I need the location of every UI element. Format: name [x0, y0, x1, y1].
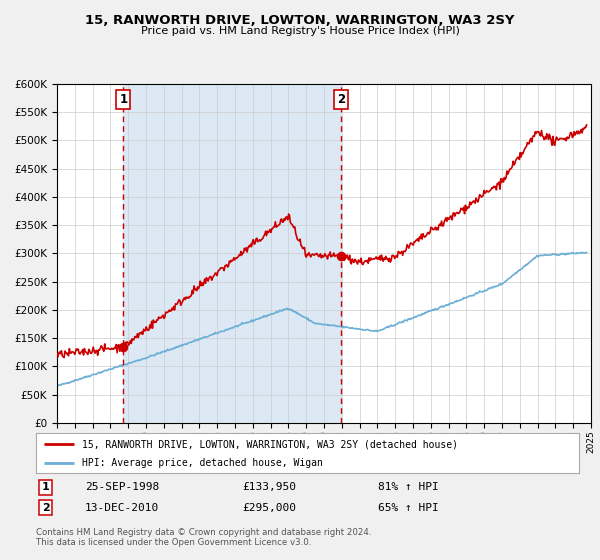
Text: 1: 1 — [42, 482, 50, 492]
Text: 65% ↑ HPI: 65% ↑ HPI — [378, 503, 439, 513]
Text: 25-SEP-1998: 25-SEP-1998 — [85, 482, 159, 492]
Bar — [124, 84, 341, 423]
Text: HPI: Average price, detached house, Wigan: HPI: Average price, detached house, Wiga… — [82, 458, 323, 468]
Text: Price paid vs. HM Land Registry's House Price Index (HPI): Price paid vs. HM Land Registry's House … — [140, 26, 460, 36]
Text: £133,950: £133,950 — [242, 482, 296, 492]
Text: 15, RANWORTH DRIVE, LOWTON, WARRINGTON, WA3 2SY: 15, RANWORTH DRIVE, LOWTON, WARRINGTON, … — [85, 14, 515, 27]
Point — [336, 252, 346, 261]
Point — [119, 343, 128, 352]
Text: 13-DEC-2010: 13-DEC-2010 — [85, 503, 159, 513]
Text: 15, RANWORTH DRIVE, LOWTON, WARRINGTON, WA3 2SY (detached house): 15, RANWORTH DRIVE, LOWTON, WARRINGTON, … — [82, 439, 458, 449]
Text: This data is licensed under the Open Government Licence v3.0.: This data is licensed under the Open Gov… — [36, 538, 311, 547]
Text: 2: 2 — [42, 503, 50, 513]
Text: 81% ↑ HPI: 81% ↑ HPI — [378, 482, 439, 492]
Text: 1: 1 — [119, 93, 127, 106]
Text: Contains HM Land Registry data © Crown copyright and database right 2024.: Contains HM Land Registry data © Crown c… — [36, 528, 371, 536]
Text: £295,000: £295,000 — [242, 503, 296, 513]
Text: 2: 2 — [337, 93, 345, 106]
